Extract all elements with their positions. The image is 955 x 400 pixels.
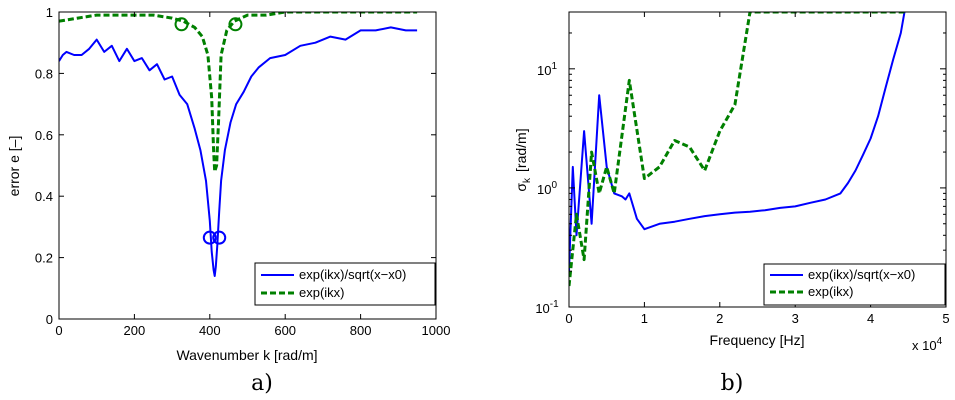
panel-b-y-ticks: 10-1 100 101 — [535, 11, 946, 316]
panel-b: 0 1 2 3 4 5 10-1 100 101 Frequency [Hz] σk [rad/… — [513, 11, 950, 396]
panel-b-x-tick-label: 5 — [942, 311, 949, 326]
panel-a-marker-3 — [228, 17, 243, 32]
panel-b-x-tick-label: 3 — [792, 311, 799, 326]
panel-a-marker-2 — [174, 17, 189, 32]
panel-b-y-axis-label-symbol: σ — [513, 183, 529, 192]
panel-a-x-tick-label: 800 — [350, 323, 372, 338]
panel-a-y-tick-label: 0 — [46, 312, 53, 327]
panel-a-y-tick-label: 1 — [46, 5, 53, 20]
panel-a-series-line-0 — [59, 26, 418, 277]
panel-b-y-tick-label: 101 — [537, 61, 557, 78]
panel-a-y-tick-label: 0.4 — [35, 189, 53, 204]
panel-a-y-tick-label: 0.8 — [35, 66, 53, 81]
panel-a: 0 200 400 600 800 1000 0 0.2 0.4 0.6 0.8 1 Wavenum… — [6, 5, 450, 396]
panel-a-x-tick-label: 1000 — [422, 323, 451, 338]
panel-b-y-axis-label-unit: [rad/m] — [513, 128, 529, 172]
panel-b-series-line-0 — [569, 12, 906, 272]
panel-a-plot-area — [59, 12, 418, 277]
panel-b-y-tick-label: 100 — [537, 180, 557, 197]
panel-a-axes-box — [58, 11, 437, 320]
panel-a-y-axis-label: error e [–] — [6, 136, 22, 197]
panel-b-series-line-1 — [569, 12, 905, 287]
panel-b-x-tick-label: 4 — [867, 311, 874, 326]
panel-a-legend: exp(ikx)/sqrt(x−x0) exp(ikx) — [254, 262, 436, 306]
panel-a-x-tick-label: 200 — [124, 323, 146, 338]
panel-a-x-tick-label: 600 — [274, 323, 296, 338]
panel-b-x-tick-label: 0 — [565, 311, 572, 326]
panel-b-plot-area — [569, 12, 906, 287]
panel-b-y-tick-label: 10-1 — [535, 299, 559, 316]
panel-a-x-tick-label: 400 — [199, 323, 221, 338]
panel-b-legend-label-0: exp(ikx)/sqrt(x−x0) — [808, 267, 915, 282]
svg-text:σk[rad/m]: σk [rad/m] — [513, 128, 533, 191]
panel-a-x-ticks: 0 200 400 600 800 1000 — [55, 12, 450, 338]
panel-a-y-tick-label: 0.2 — [35, 251, 53, 266]
panel-a-marker-1 — [212, 230, 227, 245]
panel-a-legend-box — [254, 262, 436, 306]
panel-a-x-axis-label: Wavenumber k [rad/m] — [176, 347, 317, 363]
panel-a-legend-label-0: exp(ikx)/sqrt(x−x0) — [299, 267, 406, 282]
panel-b-axes-box — [568, 11, 947, 308]
panel-b-legend-box — [763, 263, 946, 306]
panel-b-x-multiplier: x 104 — [912, 336, 943, 353]
panel-a-caption: a) — [251, 371, 273, 396]
panel-a-x-tick-label: 0 — [55, 323, 62, 338]
panel-b-x-tick-label: 2 — [716, 311, 723, 326]
panel-a-y-ticks: 0 0.2 0.4 0.6 0.8 1 — [35, 5, 436, 327]
panel-a-y-tick-label: 0.6 — [35, 128, 53, 143]
panel-b-x-tick-label: 1 — [641, 311, 648, 326]
panel-a-legend-label-1: exp(ikx) — [299, 285, 345, 300]
panel-a-series-line-1 — [59, 12, 418, 174]
panel-b-y-axis-label: σk [rad/m] — [513, 128, 533, 191]
panel-b-legend-label-1: exp(ikx) — [808, 284, 854, 299]
panel-b-legend: exp(ikx)/sqrt(x−x0) exp(ikx) — [763, 263, 946, 306]
panel-b-caption: b) — [721, 371, 744, 396]
panel-b-y-axis-label-subscript: k — [522, 177, 533, 183]
panel-b-x-axis-label: Frequency [Hz] — [710, 332, 805, 348]
panel-a-marker-0 — [202, 230, 217, 245]
